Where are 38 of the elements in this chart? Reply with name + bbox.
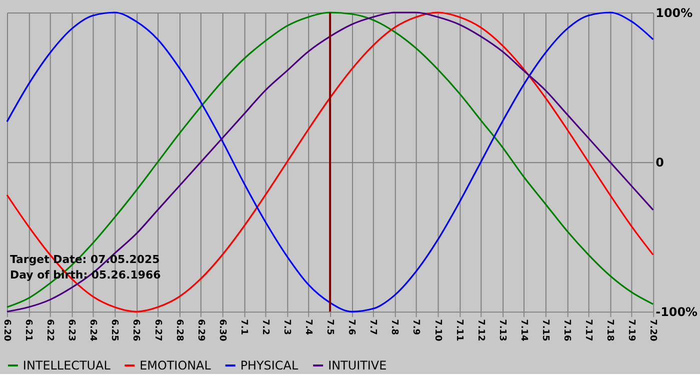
x-tick-label: 6.25 [109,319,120,342]
y-tick-label: 100% [656,6,693,20]
x-tick-label: 7.20 [648,319,658,342]
x-tick-label: 7.2 [260,319,270,336]
x-tick-label: 6.30 [216,319,227,342]
x-tick-label: 7.4 [303,319,314,336]
x-tick-label: 6.28 [174,319,184,342]
x-tick-label: 7.15 [540,319,550,342]
x-tick-label: 7.12 [475,319,486,342]
legend-label: PHYSICAL [240,358,298,372]
x-tick-label: 7.14 [518,319,528,342]
x-tick-label: 7.6 [346,319,356,336]
x-tick-label: 7.11 [454,319,464,342]
x-tick-label: 7.8 [389,319,400,336]
x-tick-label: 7.18 [604,319,615,342]
y-tick-label: 0 [656,156,664,170]
x-tick-label: 7.10 [432,319,442,342]
x-tick-label: 6.26 [130,319,141,342]
x-tick-label: 7.1 [238,319,248,336]
x-tick-label: 7.19 [626,319,636,342]
legend-label: EMOTIONAL [140,358,212,372]
x-tick-label: 6.24 [88,319,98,342]
x-tick-label: 6.29 [195,319,206,342]
x-tick-label: 7.16 [561,319,572,342]
x-tick-label: 7.17 [583,319,594,342]
x-tick-label: 7.5 [324,319,335,336]
x-tick-label: 7.3 [281,319,292,336]
legend-label: INTUITIVE [328,358,387,372]
x-tick-label: 6.21 [23,319,34,342]
x-tick-label: 6.23 [66,319,76,342]
x-tick-label: 6.27 [152,319,162,342]
y-tick-label: -100% [656,305,698,320]
legend-label: INTELLECTUAL [22,358,111,372]
x-tick-label: 6.22 [44,319,55,342]
x-tick-label: 7.13 [496,319,507,342]
x-tick-label: 6.20 [1,319,12,342]
x-tick-label: 7.9 [410,319,421,336]
x-tick-label: 7.7 [368,319,378,336]
